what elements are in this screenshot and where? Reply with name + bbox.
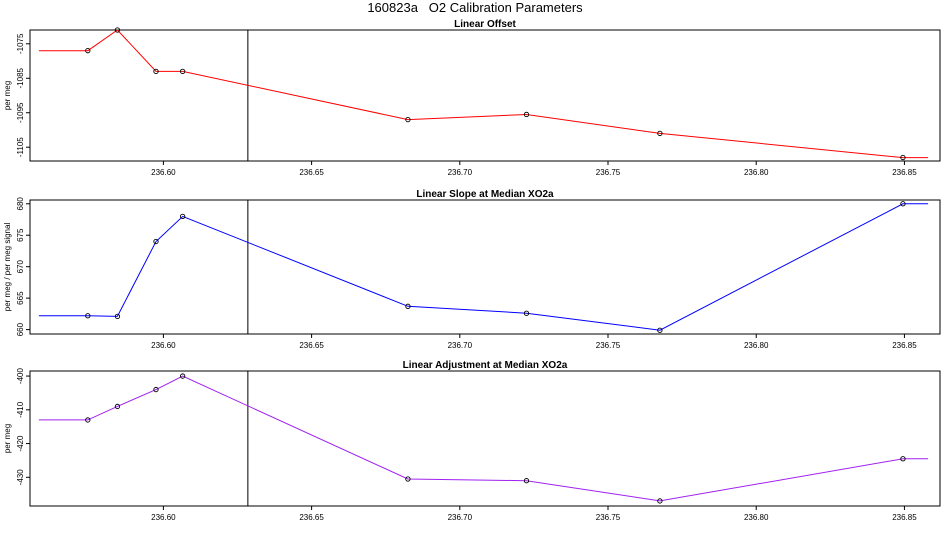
y-tick-label: -420 <box>16 435 25 452</box>
data-point <box>180 213 186 220</box>
plot-frame <box>29 370 941 507</box>
chart-panel-slope: Linear Slope at Median XO2a 236.60 236.65 2… <box>3 189 941 350</box>
x-tick-label: 236.75 <box>596 513 621 522</box>
x-tick-label: 236.65 <box>299 168 324 177</box>
x-tick-label: 236.80 <box>744 168 769 177</box>
x-tick-label: 236.75 <box>596 341 621 350</box>
y-tick-label: -1095 <box>16 102 25 123</box>
y-axis-label: per meg / per meg signal <box>3 223 12 312</box>
figure-title: 160823a O2 Calibration Parameters <box>367 0 583 15</box>
x-tick-label: 236.60 <box>151 513 176 522</box>
panel-title: Linear Adjustment at Median XO2a <box>403 360 568 371</box>
series-line <box>38 375 929 502</box>
data-point <box>405 303 411 309</box>
y-tick-label: 680 <box>16 197 25 211</box>
data-point <box>523 478 530 484</box>
data-point <box>405 116 411 123</box>
data-point <box>523 310 530 316</box>
data-point <box>405 476 411 482</box>
x-tick-label: 236.80 <box>744 513 769 522</box>
y-tick-label: 675 <box>16 228 25 242</box>
plot-frame <box>29 29 941 162</box>
data-point <box>900 456 906 462</box>
x-tick-label: 236.70 <box>448 513 473 522</box>
data-point <box>114 403 121 410</box>
x-tick-label: 236.70 <box>448 341 473 350</box>
y-tick-label: -1075 <box>16 33 25 54</box>
data-point <box>85 313 91 319</box>
plot-frame <box>29 199 941 335</box>
data-point <box>153 386 159 393</box>
y-tick-label: 665 <box>16 291 25 305</box>
y-tick-label: -430 <box>16 469 25 486</box>
y-tick-label: 670 <box>16 259 25 273</box>
y-tick-label: -1105 <box>16 137 25 157</box>
y-tick-label: -410 <box>16 401 25 418</box>
data-point <box>900 201 906 207</box>
x-tick-label: 236.60 <box>151 341 176 350</box>
series-line <box>38 203 929 331</box>
data-point <box>114 313 121 320</box>
x-tick-label: 236.85 <box>892 513 917 522</box>
data-point <box>657 498 663 504</box>
series-line <box>38 29 929 159</box>
x-tick-label: 236.80 <box>744 341 769 350</box>
data-point <box>180 373 186 379</box>
x-tick-label: 236.65 <box>299 341 324 350</box>
data-point <box>153 238 159 245</box>
x-tick-label: 236.60 <box>151 168 176 177</box>
y-axis-label: per meg <box>3 81 12 110</box>
data-point <box>114 27 121 33</box>
data-point <box>85 417 91 423</box>
y-tick-label: -400 <box>16 368 25 385</box>
data-point <box>657 130 663 137</box>
chart-panel-adjustment: Linear Adjustment at Median XO2a 236.60 23… <box>3 360 941 522</box>
x-tick-label: 236.85 <box>892 341 917 350</box>
data-point <box>523 111 530 118</box>
x-tick-label: 236.75 <box>596 168 621 177</box>
data-point <box>180 68 186 75</box>
x-tick-label: 236.65 <box>299 513 324 522</box>
data-point <box>153 68 159 75</box>
x-tick-label: 236.85 <box>892 168 917 177</box>
y-tick-label: -1085 <box>16 67 25 88</box>
x-tick-label: 236.70 <box>448 168 473 177</box>
data-point <box>657 327 663 333</box>
y-axis-label: per meg <box>3 424 12 453</box>
chart-panel-offset: Linear Offset 236.60 236.65 236.70 236.75 236… <box>3 19 941 177</box>
y-tick-label: 660 <box>16 322 25 336</box>
panel-title: Linear Offset <box>454 19 516 30</box>
panel-title: Linear Slope at Median XO2a <box>416 189 554 200</box>
data-point <box>900 154 906 161</box>
data-point <box>85 48 91 54</box>
